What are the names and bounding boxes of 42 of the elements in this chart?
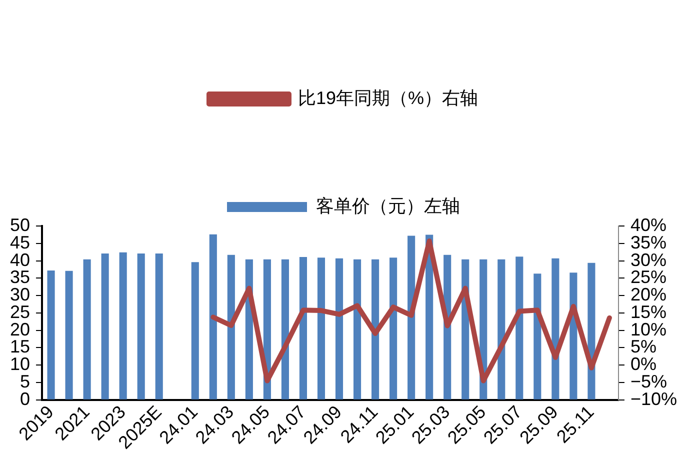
bar [335,258,344,400]
bar [299,256,308,400]
y-tick-label: 20 [10,319,30,340]
bar [317,258,326,400]
y-tick-label: 45 [10,232,30,252]
bar [209,234,217,400]
bar [390,258,398,400]
y2-tick-label: 40% [630,214,666,235]
y-tick-label: 5 [20,372,30,392]
bar [47,270,55,400]
y-tick-label: 50 [10,214,30,235]
bar [155,253,163,400]
y2-tick-label: 0% [630,354,656,374]
y2-tick-label: 25% [630,267,666,288]
bar [408,236,416,400]
y2-tick-label: 10% [630,319,666,340]
y2-tick-label: −5% [630,372,667,392]
bar [137,253,145,400]
bar [371,259,380,400]
bar [83,259,91,400]
bar [281,259,289,400]
bar [353,259,362,400]
bar [498,259,506,400]
bar [65,270,73,400]
y-tick-label: 35 [10,267,30,288]
legend-label: 客单价（元）左轴 [316,196,460,216]
y-tick-label: 40 [10,250,30,270]
y-tick-label: 15 [10,336,30,357]
bar [534,274,542,400]
y-tick-label: 0 [20,388,30,409]
legend-label: 比19年同期（%）右轴 [298,88,478,108]
bar [227,254,235,400]
bar [119,252,127,400]
y2-tick-label: 30% [630,250,666,270]
y2-tick-label: 5% [630,336,656,357]
y2-tick-label: 35% [630,232,666,252]
bar [101,253,109,400]
bar [552,258,560,400]
bar [191,262,199,400]
bar [516,256,524,400]
y-tick-label: 10 [10,354,30,374]
y2-tick-label: −10% [630,388,678,409]
